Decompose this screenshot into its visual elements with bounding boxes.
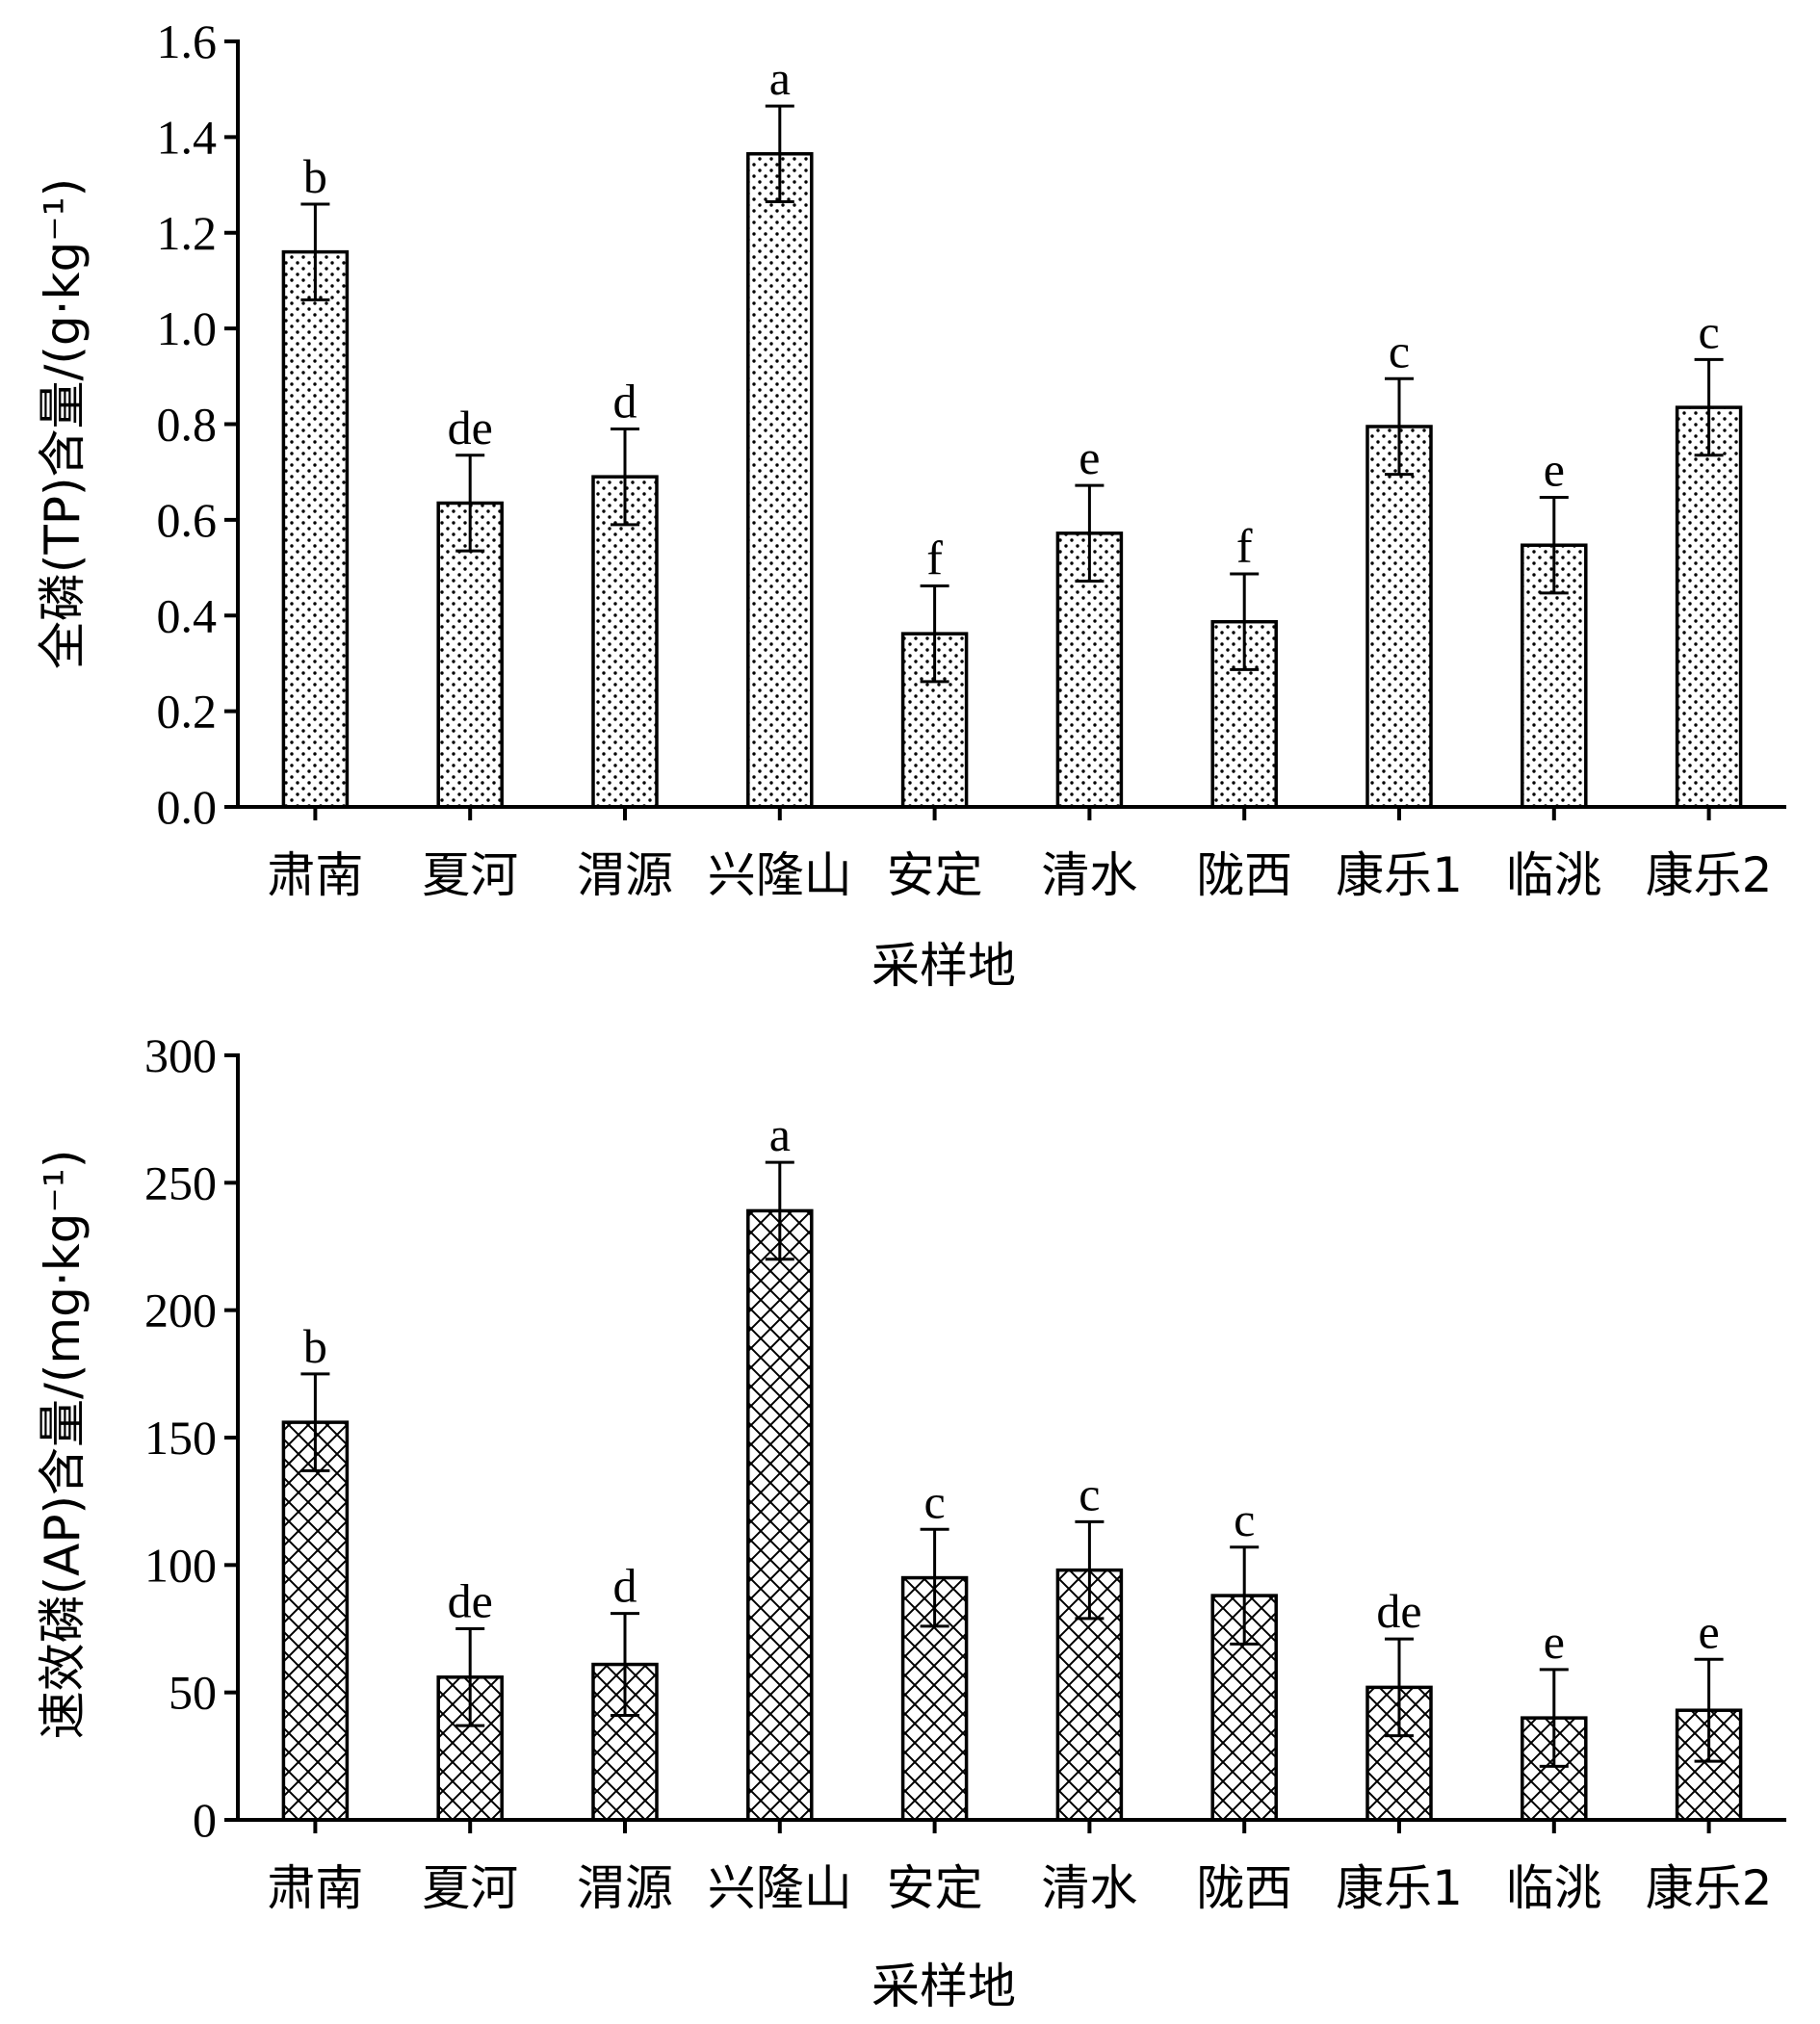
ap-axes bbox=[236, 1053, 1786, 1822]
tp-bar-8 bbox=[1365, 425, 1433, 809]
tp-significance-label: e bbox=[1079, 430, 1100, 484]
tp-chart-panel: 0.0 0.2 0.4 0.6 0.8 1.0 1.2 1.4 1.6 b 肃南 de 夏河 d 渭源 a 兴隆… bbox=[35, 14, 1786, 994]
tp-category-label: 安定 bbox=[887, 847, 983, 903]
ap-error-bar-6 bbox=[1075, 1519, 1105, 1621]
tp-error-bar-10 bbox=[1694, 357, 1724, 457]
ap-bar-1 bbox=[281, 1420, 350, 1822]
ap-bar-4 bbox=[746, 1208, 814, 1822]
tp-chart-marks: 0.0 0.2 0.4 0.6 0.8 1.0 1.2 1.4 1.6 b 肃南 de 夏河 d 渭源 a 兴隆… bbox=[157, 14, 1786, 903]
tp-category-label: 夏河 bbox=[422, 847, 518, 903]
ap-significance-label: d bbox=[613, 1559, 637, 1613]
ap-error-bar-9 bbox=[1539, 1668, 1569, 1768]
ap-significance-label: e bbox=[1698, 1604, 1719, 1658]
tp-significance-label: f bbox=[1236, 519, 1253, 573]
ap-category-label: 安定 bbox=[887, 1860, 983, 1916]
tp-axes bbox=[236, 39, 1786, 809]
ap-chart-panel: 0 50 100 150 200 250 300 b 肃南 de 夏河 d 渭源 a 兴隆山 c 安定 c 清水 c 陇… bbox=[35, 1028, 1786, 2014]
tp-y-tick-label: 1.6 bbox=[157, 14, 218, 68]
ap-chart-marks: 0 50 100 150 200 250 300 b 肃南 de 夏河 d 渭源 a 兴隆山 c 安定 c 清水 c 陇… bbox=[144, 1028, 1786, 1916]
tp-y-tick-label: 1.2 bbox=[157, 206, 218, 260]
ap-significance-label: de bbox=[1376, 1584, 1421, 1638]
tp-significance-label: c bbox=[1389, 324, 1410, 377]
ap-category-label: 夏河 bbox=[422, 1860, 518, 1916]
tp-bar-4 bbox=[746, 152, 814, 809]
tp-error-bar-2 bbox=[455, 454, 485, 553]
ap-significance-label: b bbox=[303, 1319, 327, 1373]
tp-y-tick-label: 0.2 bbox=[157, 685, 218, 739]
ap-category-label: 康乐2 bbox=[1646, 1860, 1773, 1916]
tp-y-tick-label: 0.8 bbox=[157, 398, 218, 452]
ap-error-bar-10 bbox=[1694, 1657, 1724, 1763]
tp-y-tick-label: 0.0 bbox=[157, 780, 218, 834]
ap-y-tick-label: 300 bbox=[144, 1028, 217, 1082]
tp-bar-2 bbox=[436, 501, 504, 809]
ap-category-label: 肃南 bbox=[267, 1860, 363, 1916]
ap-error-bar-1 bbox=[300, 1372, 330, 1472]
ap-x-axis-title: 采样地 bbox=[871, 1959, 1016, 2014]
tp-error-bar-8 bbox=[1385, 376, 1414, 477]
tp-error-bar-3 bbox=[611, 427, 639, 527]
ap-significance-label: c bbox=[1234, 1492, 1255, 1546]
tp-y-tick-label: 0.4 bbox=[157, 588, 218, 642]
ap-error-bar-8 bbox=[1385, 1637, 1414, 1738]
ap-error-bar-7 bbox=[1230, 1545, 1260, 1646]
ap-y-tick-label: 0 bbox=[193, 1793, 217, 1847]
ap-error-bar-4 bbox=[765, 1160, 794, 1261]
tp-category-label: 肃南 bbox=[267, 847, 363, 903]
ap-significance-label: de bbox=[448, 1574, 493, 1628]
tp-category-label: 兴隆山 bbox=[708, 847, 852, 903]
ap-significance-label: e bbox=[1544, 1615, 1565, 1669]
tp-y-axis-title: 全磷(TP)含量/(g·kg⁻¹) bbox=[35, 178, 91, 669]
tp-error-bar-7 bbox=[1230, 572, 1260, 671]
ap-y-tick-label: 100 bbox=[144, 1538, 217, 1592]
tp-significance-label: b bbox=[303, 149, 327, 203]
tp-category-label: 临洮 bbox=[1506, 847, 1602, 903]
ap-y-tick-label: 150 bbox=[144, 1411, 217, 1465]
ap-category-label: 临洮 bbox=[1506, 1860, 1602, 1916]
tp-category-label: 康乐2 bbox=[1646, 847, 1773, 903]
ap-error-bar-3 bbox=[611, 1612, 639, 1717]
tp-category-label: 陇西 bbox=[1196, 847, 1292, 903]
tp-error-bar-9 bbox=[1539, 496, 1569, 595]
ap-significance-label: c bbox=[1079, 1466, 1100, 1520]
tp-y-tick-label: 1.0 bbox=[157, 301, 218, 355]
ap-y-tick-label: 50 bbox=[169, 1666, 217, 1720]
ap-y-tick-label: 200 bbox=[144, 1284, 217, 1337]
ap-significance-label: c bbox=[923, 1474, 945, 1528]
ap-significance-label: a bbox=[769, 1107, 791, 1161]
ap-category-label: 渭源 bbox=[577, 1860, 673, 1916]
ap-category-label: 陇西 bbox=[1196, 1860, 1292, 1916]
tp-error-bar-6 bbox=[1075, 483, 1105, 583]
tp-bar-3 bbox=[591, 475, 659, 809]
tp-significance-label: d bbox=[613, 374, 637, 428]
tp-significance-label: de bbox=[448, 401, 493, 454]
tp-category-label: 康乐1 bbox=[1336, 847, 1463, 903]
ap-category-label: 康乐1 bbox=[1336, 1860, 1463, 1916]
ap-y-axis-title: 速效磷(AP)含量/(mg·kg⁻¹) bbox=[35, 1150, 91, 1740]
tp-y-tick-label: 1.4 bbox=[157, 110, 218, 164]
ap-category-label: 兴隆山 bbox=[708, 1860, 852, 1916]
tp-error-bar-4 bbox=[765, 104, 794, 203]
ap-error-bar-2 bbox=[455, 1627, 485, 1727]
ap-category-label: 清水 bbox=[1041, 1860, 1137, 1916]
tp-significance-label: f bbox=[926, 531, 943, 584]
tp-significance-label: a bbox=[769, 51, 791, 105]
tp-y-tick-label: 0.6 bbox=[157, 493, 218, 547]
tp-significance-label: c bbox=[1698, 304, 1719, 358]
tp-error-bar-1 bbox=[300, 202, 330, 301]
tp-bar-1 bbox=[281, 249, 350, 809]
tp-category-label: 清水 bbox=[1041, 847, 1137, 903]
tp-category-label: 渭源 bbox=[577, 847, 673, 903]
ap-y-tick-label: 250 bbox=[144, 1155, 217, 1209]
tp-bar-10 bbox=[1675, 405, 1743, 809]
tp-significance-label: e bbox=[1544, 443, 1565, 497]
tp-error-bar-5 bbox=[920, 584, 949, 684]
tp-x-axis-title: 采样地 bbox=[871, 938, 1016, 994]
ap-error-bar-5 bbox=[920, 1527, 949, 1628]
